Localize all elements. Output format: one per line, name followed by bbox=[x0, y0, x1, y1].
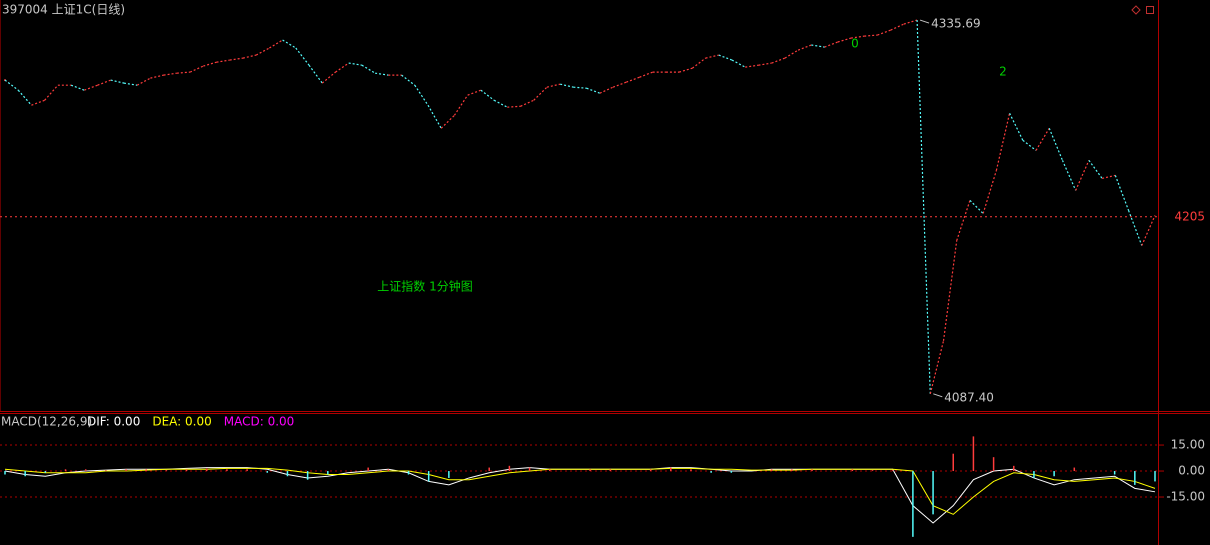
price-segment bbox=[453, 94, 469, 116]
price-segment bbox=[17, 89, 32, 106]
macd-line bbox=[4, 467, 1156, 515]
legend-entry: MACD: 0.00 bbox=[224, 415, 295, 429]
y-tick-label: 0.00 bbox=[1178, 464, 1205, 478]
value-label: 4335.69 bbox=[931, 17, 981, 31]
price-segment bbox=[269, 39, 283, 49]
price-segment bbox=[731, 59, 746, 68]
price-segment bbox=[520, 99, 534, 107]
price-segment bbox=[427, 104, 442, 129]
price-segment bbox=[1048, 128, 1064, 161]
price-segment bbox=[969, 199, 984, 214]
price-segment bbox=[321, 71, 336, 84]
chart-title: 397004 上证1C(日线) bbox=[2, 3, 125, 17]
price-segment bbox=[335, 62, 350, 73]
price-segment bbox=[1061, 160, 1077, 191]
y-tick-label: 15.00 bbox=[1171, 438, 1205, 452]
price-segment bbox=[480, 89, 495, 101]
price-segment bbox=[1141, 215, 1156, 246]
price-segment bbox=[890, 23, 905, 31]
value-label: 4087.40 bbox=[944, 390, 994, 404]
price-segment bbox=[599, 86, 614, 94]
label-arrow bbox=[919, 19, 930, 24]
price-segment bbox=[255, 47, 270, 56]
price-segment bbox=[533, 86, 548, 101]
annotation: 上证指数 1分钟图 bbox=[377, 279, 472, 294]
price-segment bbox=[995, 113, 1011, 171]
price-segment bbox=[136, 77, 151, 86]
price-segment bbox=[4, 79, 19, 91]
price-segment bbox=[1022, 139, 1037, 151]
price-segment bbox=[282, 39, 297, 49]
price-segment bbox=[1009, 112, 1024, 141]
price-segment bbox=[44, 84, 59, 101]
y-tick-label: -15.00 bbox=[1166, 490, 1205, 504]
price-segment bbox=[784, 49, 799, 59]
annotation: 0 bbox=[851, 37, 859, 51]
legend-entry: DEA: 0.00 bbox=[152, 415, 211, 429]
price-segment bbox=[929, 340, 945, 394]
label-arrow bbox=[933, 393, 943, 398]
window-icon[interactable] bbox=[1146, 6, 1154, 14]
price-segment bbox=[1075, 160, 1090, 191]
price-segment bbox=[982, 170, 997, 214]
annotation: 2 bbox=[999, 65, 1007, 79]
price-segment bbox=[361, 64, 376, 74]
price-segment bbox=[942, 240, 958, 341]
panel-title: MACD(12,26,9) bbox=[1, 415, 92, 429]
price-segment bbox=[691, 57, 706, 69]
price-segment bbox=[956, 200, 971, 241]
y-tick-label: 4205 bbox=[1174, 209, 1205, 223]
price-segment bbox=[493, 99, 508, 108]
window-icon[interactable] bbox=[1131, 5, 1141, 15]
price-segment bbox=[401, 74, 416, 86]
price-segment bbox=[189, 65, 204, 73]
price-segment bbox=[440, 114, 455, 129]
price-segment bbox=[1035, 127, 1050, 151]
legend-entry: DIF: 0.00 bbox=[87, 415, 140, 429]
